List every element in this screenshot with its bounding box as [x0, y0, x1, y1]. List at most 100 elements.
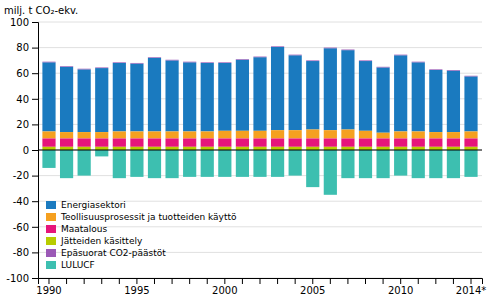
bar	[306, 150, 319, 187]
bar	[130, 62, 143, 64]
bar	[95, 150, 108, 156]
bar	[412, 138, 425, 146]
bar	[447, 138, 460, 146]
bar	[289, 130, 302, 138]
bar	[148, 57, 161, 59]
bar	[412, 61, 425, 63]
bar	[271, 47, 284, 130]
tick: -60	[13, 222, 38, 233]
bar	[359, 138, 372, 146]
bar	[236, 131, 249, 139]
tick	[365, 278, 366, 284]
bar	[324, 47, 337, 49]
legend-swatch	[46, 261, 56, 269]
tick-mark	[32, 124, 38, 125]
tick-mark	[66, 278, 67, 284]
tick: 80	[16, 42, 38, 53]
bar	[95, 67, 108, 69]
bar	[464, 150, 477, 177]
bar	[376, 150, 389, 178]
tick-label: 1990	[36, 285, 61, 296]
tick-mark	[172, 278, 173, 284]
tick-mark	[32, 201, 38, 202]
legend: Energiasektori Teollisuusprosessit ja tuo…	[46, 200, 237, 270]
bar	[341, 150, 354, 178]
bar	[183, 62, 196, 131]
tick-mark	[400, 278, 401, 284]
bar	[113, 62, 126, 64]
bar	[429, 138, 442, 146]
bar	[165, 131, 178, 138]
legend-label: Jätteiden käsittely	[60, 236, 143, 246]
bar-series	[42, 47, 477, 133]
tick-mark	[435, 278, 436, 284]
tick-mark	[32, 176, 38, 177]
tick	[330, 278, 331, 284]
bar	[60, 66, 73, 68]
tick-mark	[260, 278, 261, 284]
bar	[289, 54, 302, 56]
tick-mark	[295, 278, 296, 284]
grid-line	[38, 22, 482, 23]
bar	[183, 150, 196, 177]
bar	[289, 150, 302, 176]
legend-label: Energiasektori	[61, 200, 126, 210]
bar	[306, 138, 319, 146]
chart: -100-80-60-40-20020406080100199019952000…	[0, 0, 492, 302]
legend-label: Maatalous	[61, 224, 108, 234]
bar	[341, 138, 354, 146]
y-axis: -100-80-60-40-20020406080100	[6, 17, 38, 284]
bar	[95, 132, 108, 138]
bar	[113, 131, 126, 138]
tick-mark	[383, 278, 384, 284]
tick: 20	[16, 119, 38, 130]
bar	[271, 46, 284, 48]
tick: -40	[13, 196, 38, 207]
bar	[130, 138, 143, 146]
bar	[148, 138, 161, 146]
legend-swatch	[46, 213, 56, 221]
bar	[183, 131, 196, 138]
bar	[306, 60, 319, 62]
tick-label: 2010	[388, 285, 413, 296]
tick-mark	[154, 278, 155, 284]
bar	[429, 69, 442, 71]
bar	[464, 131, 477, 138]
bar	[165, 138, 178, 146]
bar	[165, 59, 178, 61]
tick-mark	[453, 278, 454, 284]
bar	[78, 138, 91, 146]
tick: 60	[16, 68, 38, 79]
tick-mark	[101, 278, 102, 284]
tick-label: 40	[16, 94, 29, 105]
bar	[464, 75, 477, 77]
legend-label: Epäsuorat CO2-päästöt	[61, 248, 166, 258]
bar	[60, 67, 73, 132]
tick-mark	[471, 278, 472, 284]
bar	[60, 132, 73, 138]
legend-item: Teollisuusprosessit ja tuotteiden käyttö	[46, 212, 237, 222]
bar	[253, 131, 266, 139]
tick-label: 2005	[300, 285, 325, 296]
tick-mark	[32, 22, 38, 23]
tick	[207, 278, 208, 284]
tick-mark	[242, 278, 243, 284]
bar	[165, 150, 178, 178]
tick	[347, 278, 348, 284]
tick	[418, 278, 419, 284]
tick: -20	[13, 170, 38, 181]
bar	[394, 54, 407, 56]
tick-mark	[330, 278, 331, 284]
tick: 40	[16, 94, 38, 105]
bar	[60, 138, 73, 146]
tick	[84, 278, 85, 284]
tick: 2000	[212, 278, 237, 296]
legend-label: Teollisuusprosessit ja tuotteiden käyttö	[60, 212, 237, 222]
bar	[253, 57, 266, 131]
tick	[66, 278, 67, 284]
bar	[42, 61, 55, 63]
bar	[359, 131, 372, 139]
bar	[78, 68, 91, 70]
tick-mark	[347, 278, 348, 284]
bar	[201, 63, 214, 131]
